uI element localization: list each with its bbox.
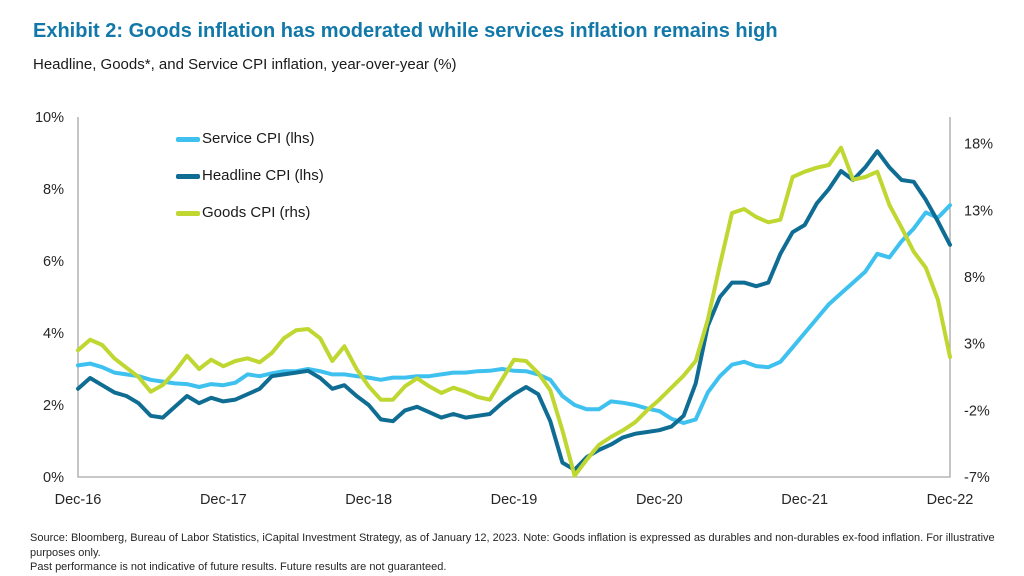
y-axis-right-tick: -7% [964,470,990,486]
page-title: Exhibit 2: Goods inflation has moderated… [33,20,778,42]
legend-item-headline-cpi: Headline CPI (lhs) [176,168,324,184]
legend-swatch-headline-line [176,173,200,179]
legend-item-goods-cpi: Goods CPI (rhs) [176,205,324,221]
series-line-service [76,203,952,425]
x-axis-tick: Dec-21 [781,492,828,508]
legend-label-goods: Goods CPI (rhs) [202,204,311,221]
y-axis-right-tick: -2% [964,403,990,419]
y-axis-right-tick: 3% [964,337,985,353]
x-axis-tick: Dec-19 [491,492,538,508]
source-disclaimer-note: Source: Bloomberg, Bureau of Labor Stati… [30,531,1002,575]
legend-item-service-cpi: Service CPI (lhs) [176,131,324,147]
chart-legend: Service CPI (lhs) Headline CPI (lhs) Goo… [176,131,324,242]
x-axis-tick: Dec-16 [55,492,102,508]
axis-frame [77,117,951,478]
y-axis-left-tick: 4% [43,326,64,342]
chart-subtitle: Headline, Goods*, and Service CPI inflat… [33,56,457,73]
y-axis-right-tick: 13% [964,203,993,219]
y-axis-left-tick: 10% [35,110,64,126]
x-axis-tick: Dec-17 [200,492,247,508]
x-axis-tick: Dec-20 [636,492,683,508]
y-axis-left-tick: 6% [43,254,64,270]
legend-label-headline: Headline CPI (lhs) [202,167,324,184]
x-axis-tick: Dec-18 [345,492,392,508]
series-line-goods [76,145,952,478]
legend-label-service: Service CPI (lhs) [202,130,315,147]
legend-swatch-goods-line [176,210,200,216]
y-axis-left-tick: 2% [43,398,64,414]
x-axis-tick: Dec-22 [927,492,974,508]
y-axis-left-tick: 8% [43,182,64,198]
source-note-line1: Source: Bloomberg, Bureau of Labor Stati… [30,532,995,559]
series-line-headline [76,149,952,472]
y-axis-right-tick: 18% [964,137,993,153]
legend-swatch-service-line [176,136,200,142]
y-axis-left-tick: 0% [43,470,64,486]
y-axis-right-tick: 8% [964,270,985,286]
source-note-line2: Past performance is not indicative of fu… [30,561,447,573]
